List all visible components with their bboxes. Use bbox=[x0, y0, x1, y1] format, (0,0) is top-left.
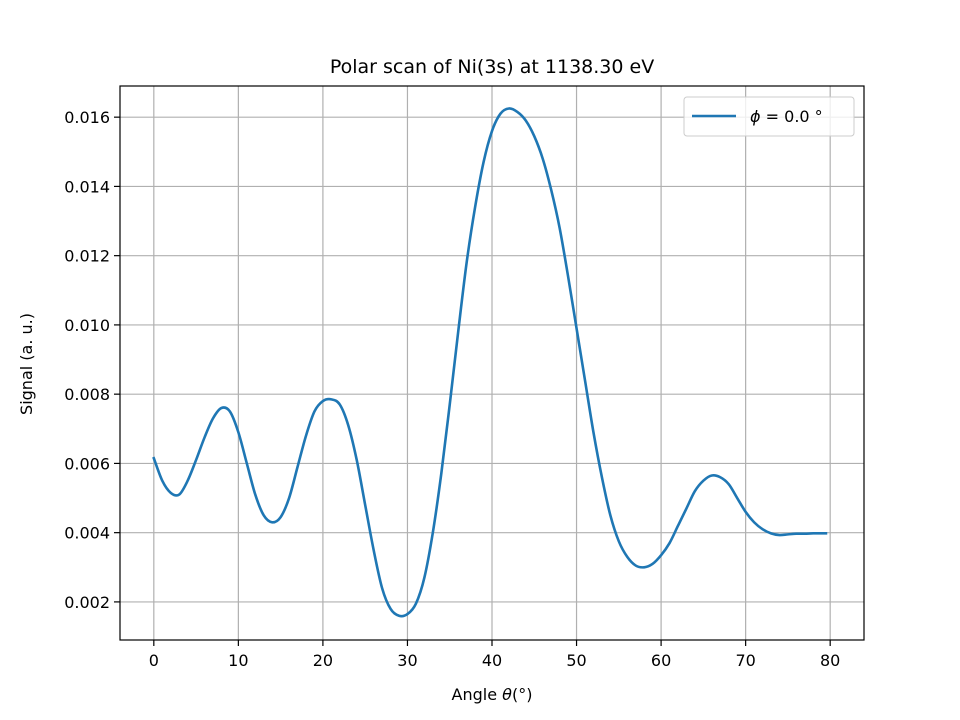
x-tick-label: 70 bbox=[735, 651, 755, 670]
y-tick-label: 0.002 bbox=[64, 593, 110, 612]
y-tick-label: 0.004 bbox=[64, 524, 110, 543]
y-tick-label: 0.010 bbox=[64, 316, 110, 335]
y-tick-label: 0.012 bbox=[64, 247, 110, 266]
legend-text: = 0.0 ° bbox=[761, 107, 823, 126]
x-gridlines bbox=[153, 86, 831, 640]
y-tick-label: 0.016 bbox=[64, 108, 110, 127]
x-tick-label: 0 bbox=[149, 651, 159, 670]
y-axis-ticks: 0.002 0.004 0.006 0.008 0.010 0.012 0.014 0.016 bbox=[64, 108, 120, 612]
x-axis-label-symbol: θ bbox=[502, 685, 512, 704]
x-axis-label: Angle θ(°) bbox=[452, 685, 533, 704]
legend-box bbox=[683, 96, 855, 137]
series-layer bbox=[152, 107, 828, 618]
chart-title: Polar scan of Ni(3s) at 1138.30 eV bbox=[330, 56, 654, 78]
legend-symbol: ϕ bbox=[750, 107, 761, 126]
x-axis-label-prefix: Angle bbox=[452, 685, 503, 704]
x-tick-label: 80 bbox=[820, 651, 840, 670]
x-axis-label-suffix: (°) bbox=[512, 685, 532, 704]
series-line bbox=[152, 107, 828, 618]
legend: ϕ = 0.0 ° bbox=[683, 96, 855, 137]
x-tick-label: 40 bbox=[482, 651, 502, 670]
y-tick-label: 0.008 bbox=[64, 385, 110, 404]
y-tick-label: 0.014 bbox=[64, 177, 110, 196]
legend-entry-label: ϕ = 0.0 ° bbox=[750, 107, 823, 126]
x-tick-label: 50 bbox=[566, 651, 586, 670]
x-tick-label: 60 bbox=[651, 651, 671, 670]
y-axis-label: Signal (a. u.) bbox=[17, 313, 36, 415]
x-tick-label: 10 bbox=[228, 651, 248, 670]
y-tick-label: 0.006 bbox=[64, 454, 110, 473]
y-gridlines bbox=[120, 116, 864, 603]
x-axis-ticks: 0 10 20 30 40 50 60 70 80 bbox=[149, 640, 840, 670]
x-tick-label: 30 bbox=[397, 651, 417, 670]
x-tick-label: 20 bbox=[313, 651, 333, 670]
